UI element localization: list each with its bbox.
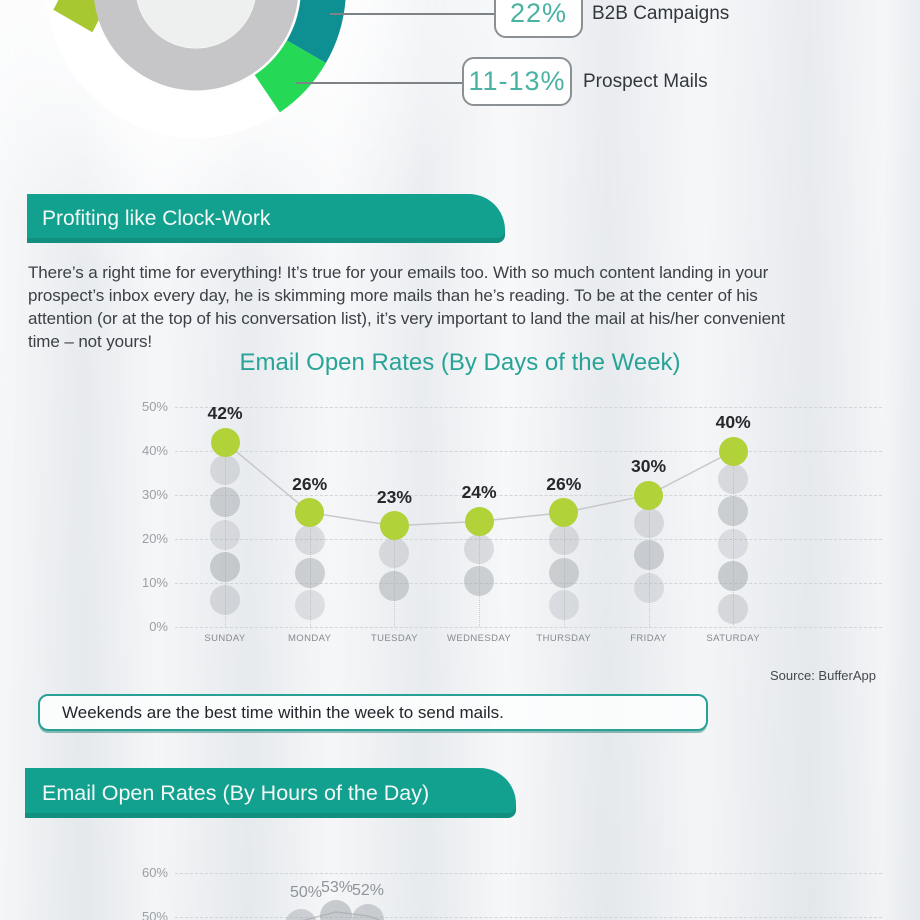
value-label: 50% [289,884,323,901]
y-tick-label: 0% [149,619,168,634]
donut-ring-base [46,0,346,138]
column-guide [309,512,311,627]
data-dot [464,506,494,536]
day-chart-title: Email Open Rates (By Days of the Week) [239,349,681,376]
section-banner-hours: Email Open Rates (By Hours of the Day) [25,768,516,818]
data-dot [718,436,748,466]
column-guide [648,495,650,627]
donut-center-disc [137,0,255,48]
callout-value-b2b: 22% [494,0,583,38]
gray-dot [548,590,579,621]
gray-dot [210,552,240,583]
gridline [175,539,882,540]
gray-dot [294,525,325,556]
value-label: 23% [376,486,412,507]
gray-dot [320,900,352,920]
gray-dot [210,584,240,615]
x-axis-label: TUESDAY [370,633,418,644]
gray-dot [352,904,384,920]
gray-dot [548,557,579,588]
column-guide [225,442,226,627]
value-label: 53% [320,879,354,896]
value-label: 42% [207,403,243,424]
gray-dot [718,496,749,526]
column-guide [394,525,396,627]
y-tick-label: 40% [141,443,168,458]
gridline [175,873,882,874]
gray-dot [718,561,749,591]
gridline [175,451,882,452]
y-tick-label: 20% [141,531,168,546]
gray-dot [718,528,749,559]
donut-chart [46,0,346,138]
callout-line-b2b [330,13,494,15]
gray-dot [294,590,325,621]
column-guide [733,451,735,627]
gray-dot [285,909,317,920]
value-label: 52% [351,882,385,899]
gray-dot [210,487,240,518]
gray-dot [379,570,410,601]
value-label: 30% [630,456,667,476]
gridline [175,407,882,408]
gray-dot [464,566,495,597]
gray-dot [548,525,579,556]
data-dot [549,498,579,528]
callout-label-prospect: Prospect Mails [583,71,708,92]
gridline [175,627,882,628]
y-tick-label: 50% [141,399,168,414]
x-axis-label: THURSDAY [536,633,592,644]
y-tick-label: 60% [141,865,168,880]
y-tick-label: 30% [141,487,168,502]
gray-dot [379,538,410,569]
donut-segment-green [254,39,326,113]
callout-line-prospect [296,82,462,84]
weekly-note-box: Weekends are the best time within the we… [38,694,708,731]
x-axis-label: WEDNESDAY [447,633,512,644]
gray-dot [294,557,325,588]
callout-value-prospect: 11-13% [462,57,572,106]
gridline [175,495,882,496]
column-guide [479,521,481,627]
donut-segment-lime [52,0,107,33]
gray-dot [633,572,664,603]
gridline [175,917,882,918]
gray-dot [718,593,749,624]
y-tick-label: 10% [141,575,168,590]
column-guide [563,512,565,627]
callout-label-b2b: B2B Campaigns [592,3,730,24]
gray-dot [210,519,240,550]
data-dot [379,511,409,541]
gray-dot [464,533,495,564]
gridline [175,583,882,584]
x-axis-label: MONDAY [287,633,332,644]
section-banner-clockwork: Profiting like Clock-Work [27,194,505,243]
data-dot [634,480,663,510]
gray-dot [718,463,749,494]
intro-paragraph: There’s a right time for everything! It’… [28,263,785,351]
source-credit: Source: BufferApp [770,668,876,683]
donut-inner-gray-ring [94,0,298,91]
y-tick-label: 50% [141,909,168,920]
gray-dot [633,540,664,570]
data-dot [210,427,240,457]
value-label: 26% [546,473,582,494]
value-label: 26% [292,473,328,494]
x-axis-label: SUNDAY [204,633,246,644]
data-dot [295,498,325,528]
gray-dot [210,454,240,485]
value-label: 24% [461,482,497,503]
gray-dot [633,507,664,538]
donut-segment-teal [286,0,346,63]
x-axis-label: FRIDAY [630,633,667,644]
x-axis-label: SATURDAY [706,633,760,644]
value-label: 40% [715,412,751,432]
weekly-note-text: Weekends are the best time within the we… [62,702,504,722]
